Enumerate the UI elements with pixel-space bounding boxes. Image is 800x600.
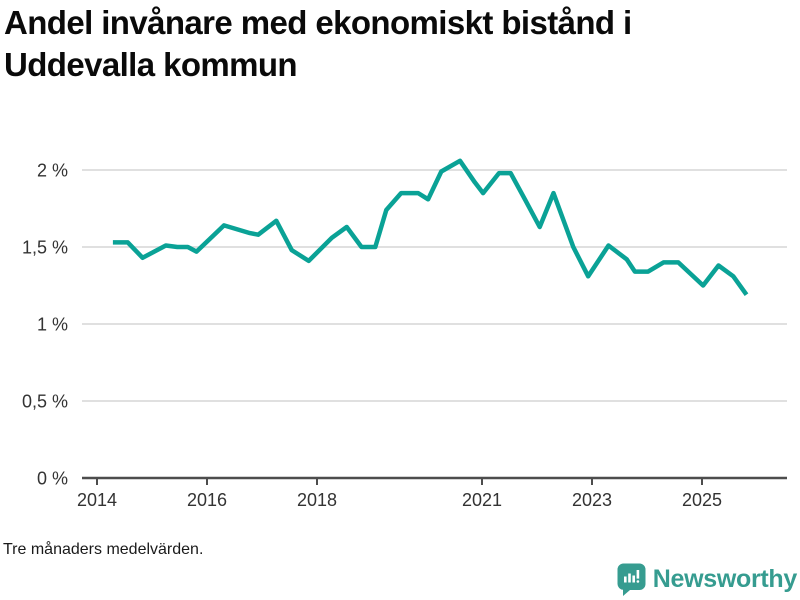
y-tick-label: 0,5 % [22,392,68,412]
x-tick-label: 2018 [297,490,337,510]
bar-chart-speech-bubble-icon [617,563,646,596]
newsworthy-wordmark: Newsworthy [652,565,798,593]
x-tick-label: 2016 [187,490,227,510]
y-tick-label: 0 % [37,469,68,489]
newsworthy-logo: Newsworthy [617,563,797,596]
x-tick-label: 2023 [572,490,612,510]
x-tick-label: 2025 [682,490,722,510]
y-tick-label: 1 % [37,315,68,335]
gridlines [82,169,787,402]
page-title: Andel invånare med ekonomiskt bistånd i … [4,2,632,86]
x-axis [82,476,787,485]
bar-chart-glyph [623,570,639,583]
y-tick-label: 2 % [37,161,68,181]
y-tick-label: 1,5 % [22,238,68,258]
footnote: Tre månaders medelvärden. [3,541,204,558]
x-axis-labels: 2014 2016 2018 2021 2023 2025 [77,490,722,510]
x-tick-label: 2014 [77,490,117,510]
x-tick-label: 2021 [462,490,502,510]
page-title-line2: Uddevalla kommun [4,46,298,83]
page-title-line1: Andel invånare med ekonomiskt bistånd i [4,4,632,41]
y-axis-labels: 2 % 1,5 % 1 % 0,5 % 0 % [22,161,68,489]
data-line [112,158,749,297]
